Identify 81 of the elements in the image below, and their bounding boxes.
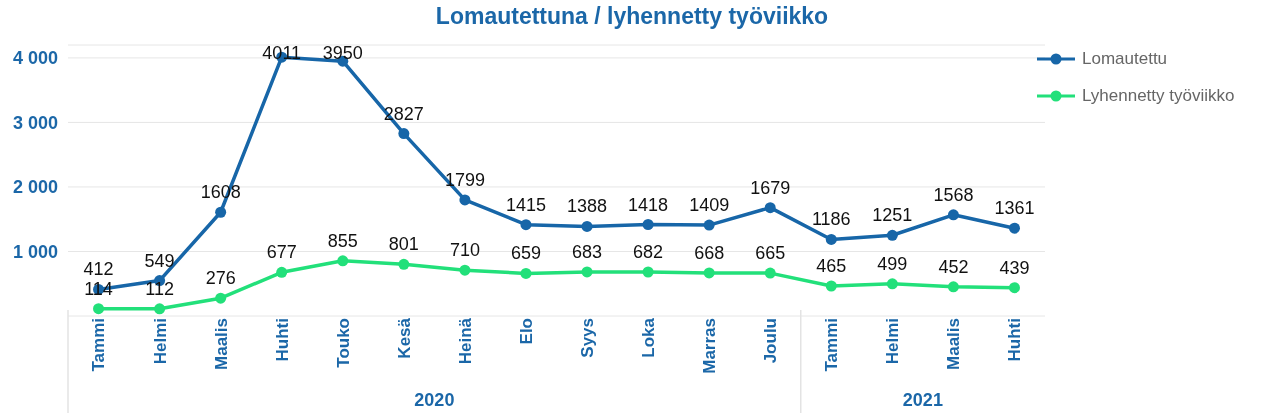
data-label: 665	[755, 243, 786, 264]
point	[947, 281, 959, 293]
point	[703, 219, 715, 231]
data-label: 1418	[628, 194, 669, 215]
data-label: 3950	[322, 43, 363, 63]
point	[398, 258, 410, 270]
point	[764, 267, 776, 279]
data-label: 499	[877, 253, 908, 274]
point	[1008, 222, 1020, 234]
data-label: 855	[327, 230, 358, 251]
data-label: 683	[572, 241, 603, 262]
x-tick-label: Helmi	[150, 318, 170, 365]
data-label: 1251	[872, 205, 913, 226]
data-label: 1799	[444, 169, 485, 190]
data-label: 1679	[750, 177, 791, 198]
point	[520, 219, 532, 231]
point	[947, 209, 959, 221]
point	[215, 206, 227, 218]
y-tick-label: 2 000	[12, 177, 58, 198]
data-label: 1361	[994, 198, 1035, 219]
data-label: 710	[449, 240, 480, 261]
point	[825, 233, 837, 245]
data-label: 465	[816, 256, 847, 276]
x-tick-label: Syys	[577, 318, 597, 358]
data-label: 659	[510, 243, 541, 264]
x-tick-label: Maalis	[944, 318, 964, 370]
legend-label: Lyhennetty työviikko	[1082, 85, 1235, 106]
x-tick-label: Kesä	[394, 317, 414, 359]
point	[642, 266, 654, 278]
x-tick-label: Tammi	[89, 318, 109, 372]
data-label: 1415	[505, 194, 546, 215]
data-label: 439	[999, 257, 1030, 278]
point	[459, 264, 471, 276]
x-tick-label: Joulu	[761, 318, 781, 364]
point	[886, 278, 898, 290]
data-label: 682	[633, 241, 664, 262]
data-label: 276	[205, 268, 236, 289]
data-label: 452	[938, 256, 969, 277]
x-tick-label: Tammi	[822, 318, 842, 372]
data-label: 1568	[933, 184, 974, 205]
text: 2020	[414, 390, 455, 410]
legend-label: Lomautettu	[1082, 48, 1168, 69]
point	[459, 194, 471, 206]
data-label: 1186	[811, 209, 851, 230]
y-tick-label: 3 000	[12, 112, 58, 133]
point	[215, 292, 227, 304]
x-tick-label: Heinä	[455, 317, 475, 365]
y-tick-label: 4 000	[12, 48, 58, 69]
data-label: 412	[83, 259, 114, 280]
point	[398, 128, 410, 140]
point	[642, 219, 654, 231]
point	[276, 266, 288, 278]
point	[886, 229, 898, 241]
point	[337, 255, 349, 267]
point	[764, 202, 776, 214]
x-tick-label: Helmi	[883, 318, 903, 365]
text: 2021	[902, 390, 943, 410]
x-tick-label: Marras	[700, 318, 720, 374]
data-label: 668	[694, 242, 725, 263]
point	[93, 303, 105, 315]
data-label: 801	[388, 234, 419, 255]
x-tick-label: Loka	[639, 317, 659, 358]
point	[581, 220, 593, 232]
point	[154, 303, 166, 315]
y-tick-label: 1 000	[12, 241, 58, 262]
data-label: 1409	[689, 195, 730, 216]
x-tick-label: Huhti	[272, 318, 292, 362]
data-label: 549	[144, 250, 175, 271]
point	[1008, 282, 1020, 294]
chart-title: Lomautettuna / lyhennetty työviikko	[435, 3, 829, 29]
point	[825, 280, 837, 292]
data-label: 112	[145, 278, 174, 299]
point	[520, 267, 532, 279]
x-tick-label: Maalis	[211, 318, 231, 370]
point	[581, 266, 593, 278]
x-tick-label: Touko	[333, 318, 353, 368]
x-tick-label: Huhti	[1005, 318, 1025, 362]
x-tick-label: Elo	[516, 318, 536, 345]
data-label: 1388	[567, 196, 608, 217]
point	[703, 267, 715, 279]
data-label: 677	[266, 242, 297, 263]
